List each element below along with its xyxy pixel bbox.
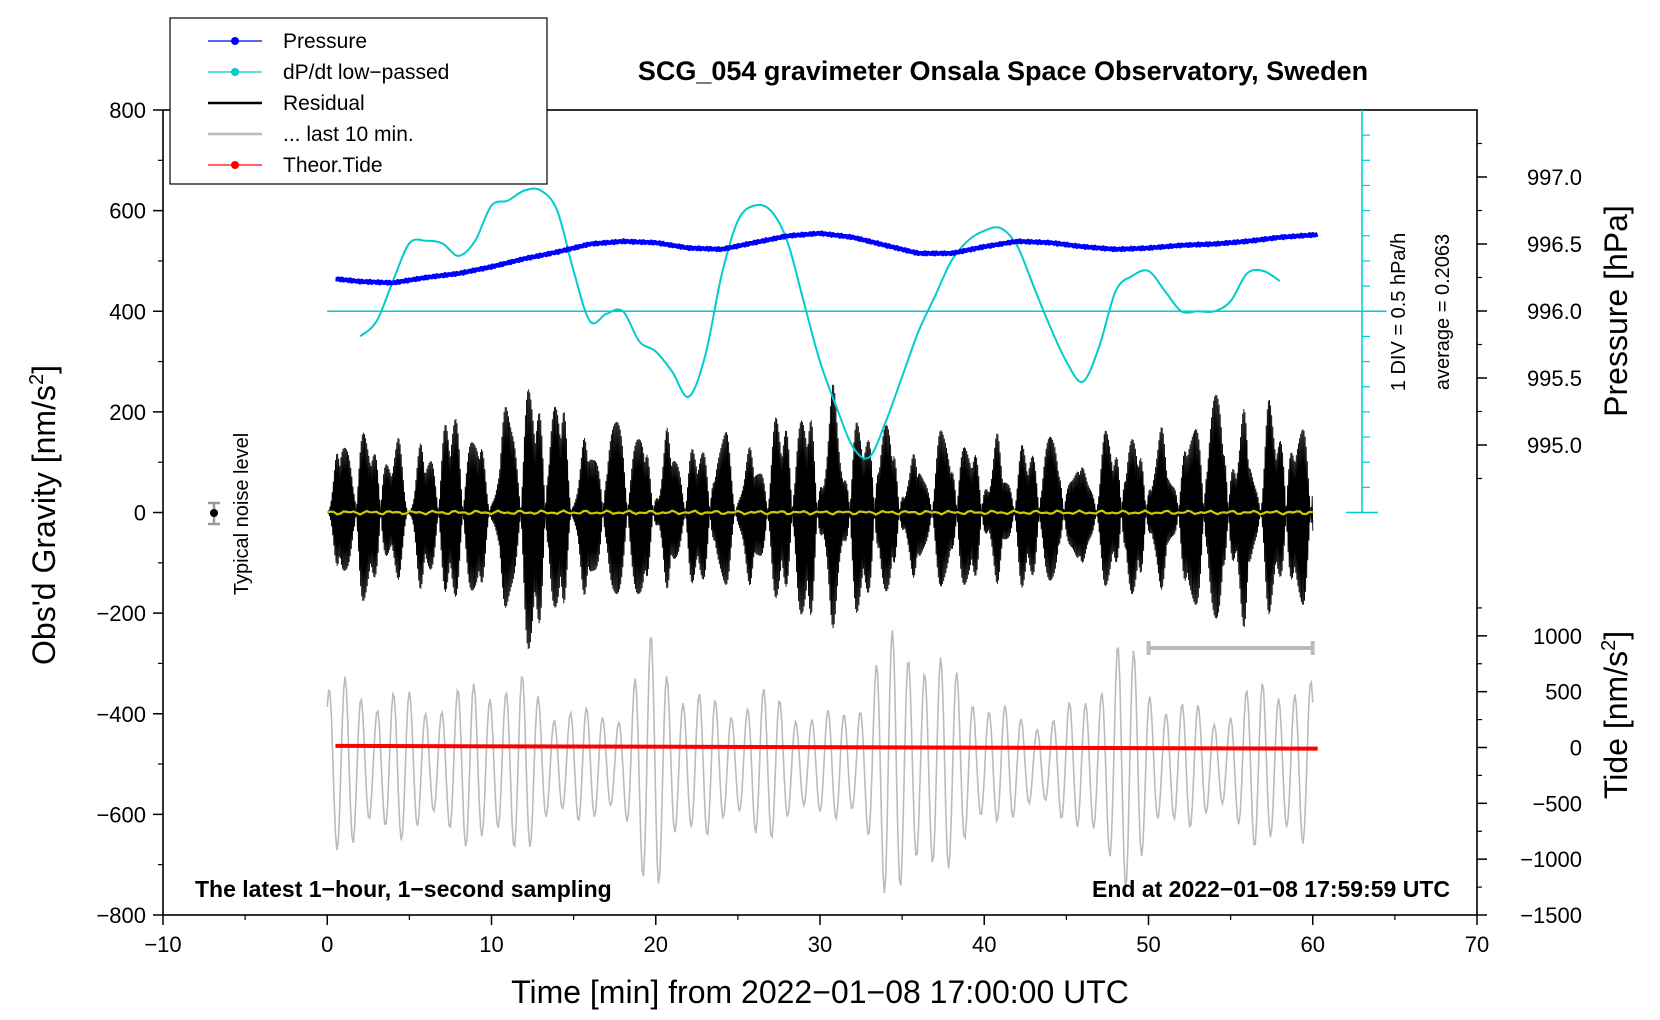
y-axis-tide-label: Tide [nm/s2]	[1598, 631, 1634, 799]
y-tick-label: 200	[109, 400, 146, 425]
y-tick-label: 800	[109, 98, 146, 123]
x-tick-label: 60	[1301, 932, 1325, 957]
pressure-series-line	[334, 230, 1319, 286]
tide-tick-label: 1000	[1533, 624, 1582, 649]
legend-label: Residual	[283, 92, 365, 115]
x-tick-label: 70	[1465, 932, 1489, 957]
tide-series-layer	[335, 743, 1318, 751]
pressure-tick-label: 997.0	[1527, 165, 1582, 190]
chart-title: SCG_054 gravimeter Onsala Space Observat…	[638, 56, 1368, 86]
mean-residual-layer	[327, 509, 1313, 516]
x-tick-label: 30	[808, 932, 832, 957]
y-tick-label: −400	[96, 702, 146, 727]
pressure-series-layer	[334, 230, 1319, 286]
tide-tick-label: −500	[1532, 791, 1582, 816]
pressure-axis-ticks: 997.0 996.5 996.0 995.5 995.0	[1477, 142, 1582, 480]
x-tick-label: 20	[644, 932, 668, 957]
tide-tick-label: 500	[1545, 680, 1582, 705]
end-time-note: End at 2022−01−08 17:59:59 UTC	[1092, 876, 1450, 902]
tide-tick-label: −1500	[1520, 903, 1582, 928]
x-tick-label: 40	[972, 932, 996, 957]
residual-series-line	[326, 384, 1314, 650]
y-tick-label: 0	[134, 501, 146, 526]
pressure-tick-label: 996.5	[1527, 232, 1582, 257]
legend-label: Theor.Tide	[283, 154, 383, 177]
last10-range-bar	[1146, 641, 1315, 655]
pressure-tick-label: 995.0	[1527, 433, 1582, 458]
dpdt-scale-label: 1 DIV = 0.5 hPa/h	[1388, 233, 1410, 391]
dpdt-series-line	[359, 187, 1281, 460]
y-axis-left-label: Obs'd Gravity [nm/s2]	[26, 365, 62, 665]
y-axis-pressure-label: Pressure [hPa]	[1598, 205, 1634, 417]
legend-marker	[231, 68, 239, 76]
dpdt-average-label: average = 0.2063	[1432, 234, 1454, 390]
sampling-note: The latest 1−hour, 1−second sampling	[195, 876, 612, 902]
y-axis-left-ticks: 800 600 400 200 0 −200 −400 −600 −800	[96, 98, 163, 928]
mean-residual-line	[327, 509, 1313, 516]
tide-axis-ticks: 1000 500 0 −500 −1000 −1500	[1477, 607, 1582, 928]
dpdt-scale-bar	[1346, 110, 1379, 514]
noise-level-label: Typical noise level	[231, 433, 253, 595]
y-tick-label: 600	[109, 199, 146, 224]
x-axis-label: Time [min] from 2022−01−08 17:00:00 UTC	[511, 974, 1129, 1010]
last10-series-layer	[326, 630, 1314, 894]
x-tick-label: 50	[1136, 932, 1160, 957]
tide-tick-label: −1000	[1520, 847, 1582, 872]
tide-series-line	[335, 743, 1318, 751]
x-tick-label: −10	[144, 932, 181, 957]
dpdt-series-layer	[327, 187, 1387, 460]
legend: Pressure dP/dt low−passed Residual ... last…	[169, 17, 548, 185]
y-tick-label: −800	[96, 903, 146, 928]
y-tick-label: −200	[96, 601, 146, 626]
residual-series-layer	[326, 384, 1314, 650]
legend-marker	[231, 37, 239, 45]
noise-level-marker	[208, 501, 220, 526]
pressure-tick-label: 996.0	[1527, 299, 1582, 324]
x-tick-label: 0	[321, 932, 333, 957]
legend-marker	[231, 161, 239, 169]
pressure-tick-label: 995.5	[1527, 366, 1582, 391]
tide-tick-label: 0	[1570, 736, 1582, 761]
y-tick-label: −600	[96, 802, 146, 827]
last10-series-line	[326, 630, 1314, 894]
y-tick-label: 400	[109, 299, 146, 324]
legend-label: dP/dt low−passed	[283, 61, 449, 84]
legend-label: ... last 10 min.	[283, 123, 414, 146]
x-tick-label: 10	[479, 932, 503, 957]
x-axis-ticks: −10 0 10 20 30 40 50 60 70	[144, 915, 1489, 957]
legend-label: Pressure	[283, 30, 367, 53]
